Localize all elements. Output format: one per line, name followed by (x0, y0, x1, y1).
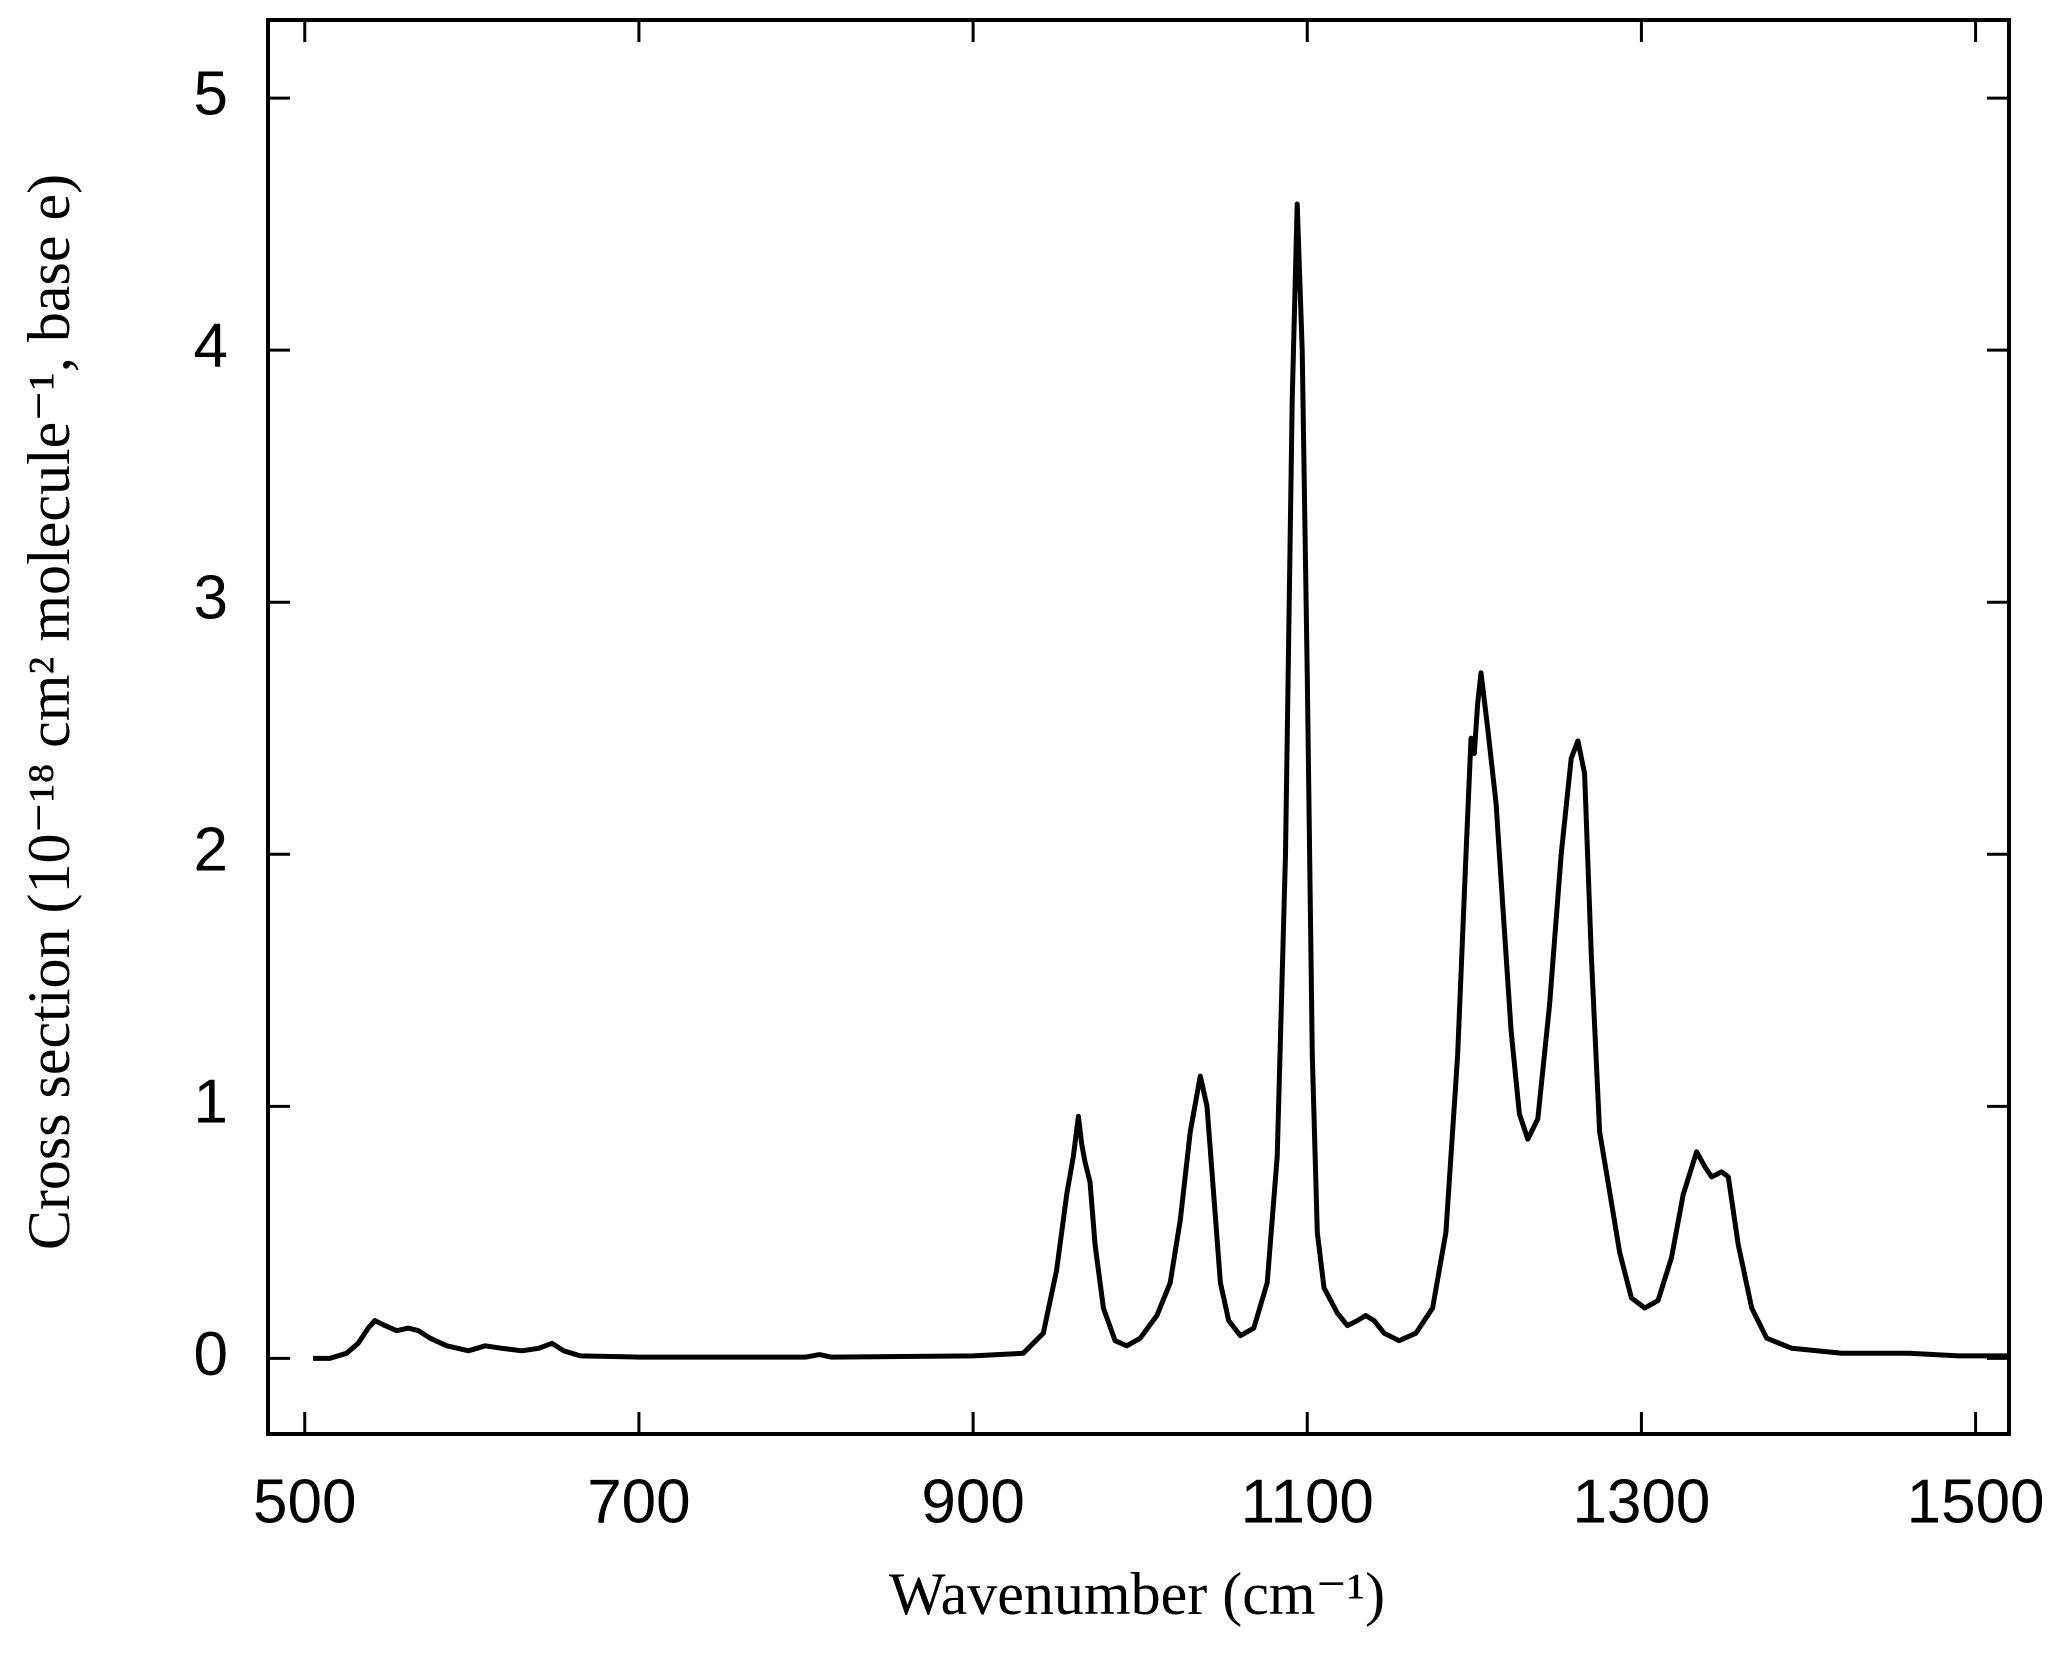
y-tick-label: 4 (194, 312, 228, 381)
y-tick-label: 2 (194, 816, 228, 885)
plot-frame (266, 18, 2011, 1436)
x-tick-label: 1300 (1572, 1467, 1710, 1536)
x-tick-label: 900 (921, 1467, 1024, 1536)
x-tick-label: 1100 (1241, 1467, 1374, 1536)
x-tick-label: 700 (587, 1467, 690, 1536)
spectrum-line (313, 201, 2009, 1361)
y-tick-label: 1 (194, 1068, 228, 1137)
y-tick-label: 0 (194, 1320, 228, 1389)
x-tick-label: 1500 (1907, 1467, 2045, 1536)
x-axis-label: Wavenumber (cm⁻¹) (889, 1561, 1385, 1627)
x-tick-label: 500 (253, 1467, 356, 1536)
y-axis-label: Cross section (10⁻¹⁸ cm² molecule⁻¹, bas… (16, 174, 82, 1250)
y-tick-label: 3 (194, 564, 228, 633)
y-tick-label: 5 (194, 60, 228, 129)
